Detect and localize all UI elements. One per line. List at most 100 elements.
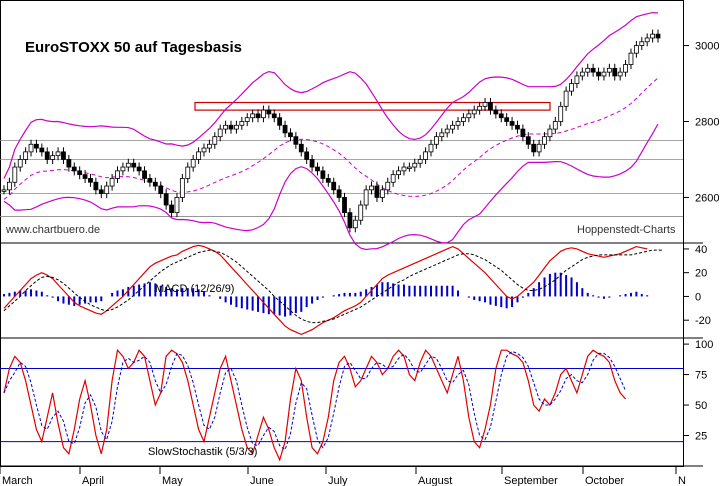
macd-line [3, 244, 648, 336]
candle-body [234, 124, 239, 130]
stochastic-label: SlowStochastik (5/3/3) [148, 446, 257, 458]
candle-body [336, 189, 342, 198]
candle-body [315, 166, 320, 172]
candle-body [261, 109, 266, 119]
candle-body [596, 71, 601, 77]
candle-body [174, 197, 180, 214]
candle-body [358, 204, 364, 221]
candle-body [455, 121, 461, 126]
candle-body [196, 151, 201, 160]
candle-body [212, 136, 218, 145]
candle-body [266, 109, 272, 115]
candle-body [190, 159, 196, 168]
candle-body [244, 117, 250, 122]
candle-body [363, 189, 369, 206]
candle-body [71, 166, 77, 172]
candle-body [379, 189, 385, 198]
candle-body [179, 178, 185, 198]
month-label: July [328, 475, 348, 486]
candle-body [347, 212, 353, 229]
candle-body [606, 67, 612, 73]
candle-body [639, 41, 645, 46]
candle-body [655, 33, 661, 39]
candle-body [628, 52, 634, 65]
candle-body [7, 181, 12, 191]
stochastic-panel [0, 348, 683, 462]
macd-ytick-label: -20 [695, 315, 711, 327]
macd-ytick-label: 0 [695, 291, 701, 303]
candle-body [206, 143, 212, 149]
month-label: June [250, 475, 274, 486]
macd-ytick-label: 20 [695, 268, 707, 280]
candle-body [569, 83, 574, 92]
macd-panel [3, 244, 664, 336]
stoch-ytick-label: 25 [695, 431, 707, 443]
chart-title: EuroSTOXX 50 auf Tagesbasis [25, 39, 242, 56]
price-ytick-label: 2800 [695, 117, 719, 129]
stoch-d-line [3, 350, 627, 451]
candle-body [23, 151, 29, 160]
candle-body [531, 143, 537, 153]
candle-body [61, 151, 66, 160]
candle-body [142, 170, 147, 179]
axis-labels: March April May June July August September Octo… [0, 41, 719, 486]
candle-body [288, 132, 293, 138]
bollinger-lower [3, 123, 659, 251]
candle-body [482, 102, 488, 107]
candle-body [39, 147, 45, 153]
stoch-k-line [3, 348, 627, 462]
candle-body [115, 170, 120, 179]
candle-body [450, 124, 456, 130]
candle-body [304, 151, 310, 160]
candle-body [444, 128, 450, 134]
candle-body [201, 147, 207, 153]
candle-body [325, 178, 331, 183]
candle-body [88, 178, 93, 183]
candle-body [217, 128, 223, 138]
month-label: March [2, 475, 33, 486]
candle-body [504, 117, 510, 122]
candle-body [77, 170, 83, 176]
candle-body [109, 178, 115, 187]
candle-body [585, 67, 591, 73]
candle-body [493, 109, 499, 115]
candle-body [239, 121, 245, 126]
candle-body [374, 185, 380, 198]
candle-body [342, 197, 347, 214]
candle-body [352, 219, 358, 229]
candle-body [623, 64, 628, 73]
candle-body [644, 37, 650, 43]
candle-body [17, 159, 23, 168]
candle-body [406, 166, 412, 169]
month-label: May [162, 475, 183, 486]
candle-body [617, 71, 623, 77]
candle-body [50, 155, 56, 160]
candle-body [461, 117, 466, 122]
candle-body [390, 174, 396, 183]
candle-body [93, 181, 99, 191]
price-ytick-label: 3000 [695, 41, 719, 53]
candle-body [66, 159, 72, 168]
candle-body [471, 109, 477, 115]
candle-body [433, 136, 439, 145]
candle-body [55, 151, 61, 157]
month-label: August [418, 475, 452, 486]
candle-body [169, 204, 174, 214]
watermark-left: www.chartbuero.de [5, 224, 100, 236]
candle-body [552, 121, 558, 130]
candle-body [412, 162, 418, 168]
stoch-ytick-label: 75 [695, 370, 707, 382]
candle-body [293, 136, 299, 145]
candle-body [558, 105, 564, 122]
month-label: October [585, 475, 624, 486]
candle-body [509, 121, 515, 126]
candle-body [104, 185, 110, 195]
candle-body [136, 166, 142, 172]
candle-body [12, 166, 18, 183]
macd-signal-line [3, 249, 664, 324]
candle-body [82, 174, 88, 179]
stoch-ytick-label: 100 [695, 339, 713, 351]
watermark-right: Hoppenstedt-Charts [577, 224, 676, 236]
grid-lines [0, 140, 683, 217]
candle-body [320, 170, 326, 179]
